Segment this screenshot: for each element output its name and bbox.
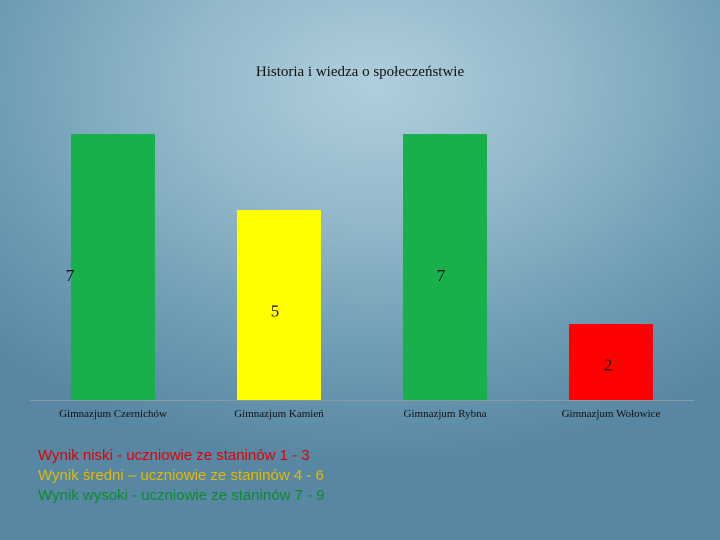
category-label-1: Gimnazjum Czernichów [59, 408, 167, 420]
chart-title: Historia i wiedza o społeczeństwie [255, 64, 465, 80]
legend: Wynik niski - uczniowie ze staninów 1 - … [38, 446, 325, 506]
category-label-2: Gimnazjum Kamień [234, 408, 324, 420]
bar-value-label-4: 2 [604, 355, 613, 374]
bar-4 [569, 324, 653, 400]
bar-value-label-1: 7 [66, 266, 75, 285]
labels-group: 7 Gimnazjum Czernichów 5 Gimnazjum Kamień 7 G… [59, 266, 660, 420]
bar-3 [403, 134, 487, 400]
bar-value-label-3: 7 [437, 266, 446, 285]
bar-1 [71, 134, 155, 400]
legend-item-low: Wynik niski - uczniowie ze staninów 1 - … [38, 447, 310, 464]
category-label-3: Gimnazjum Rybna [404, 408, 487, 420]
bar-value-label-2: 5 [271, 302, 280, 321]
legend-item-medium: Wynik średni – uczniowie ze staninów 4 -… [38, 467, 324, 484]
bars-group [71, 134, 653, 400]
legend-item-high: Wynik wysoki - uczniowie ze staninów 7 -… [38, 487, 325, 504]
bar-2 [237, 210, 321, 400]
category-label-4: Gimnazjum Wołowice [562, 408, 661, 420]
